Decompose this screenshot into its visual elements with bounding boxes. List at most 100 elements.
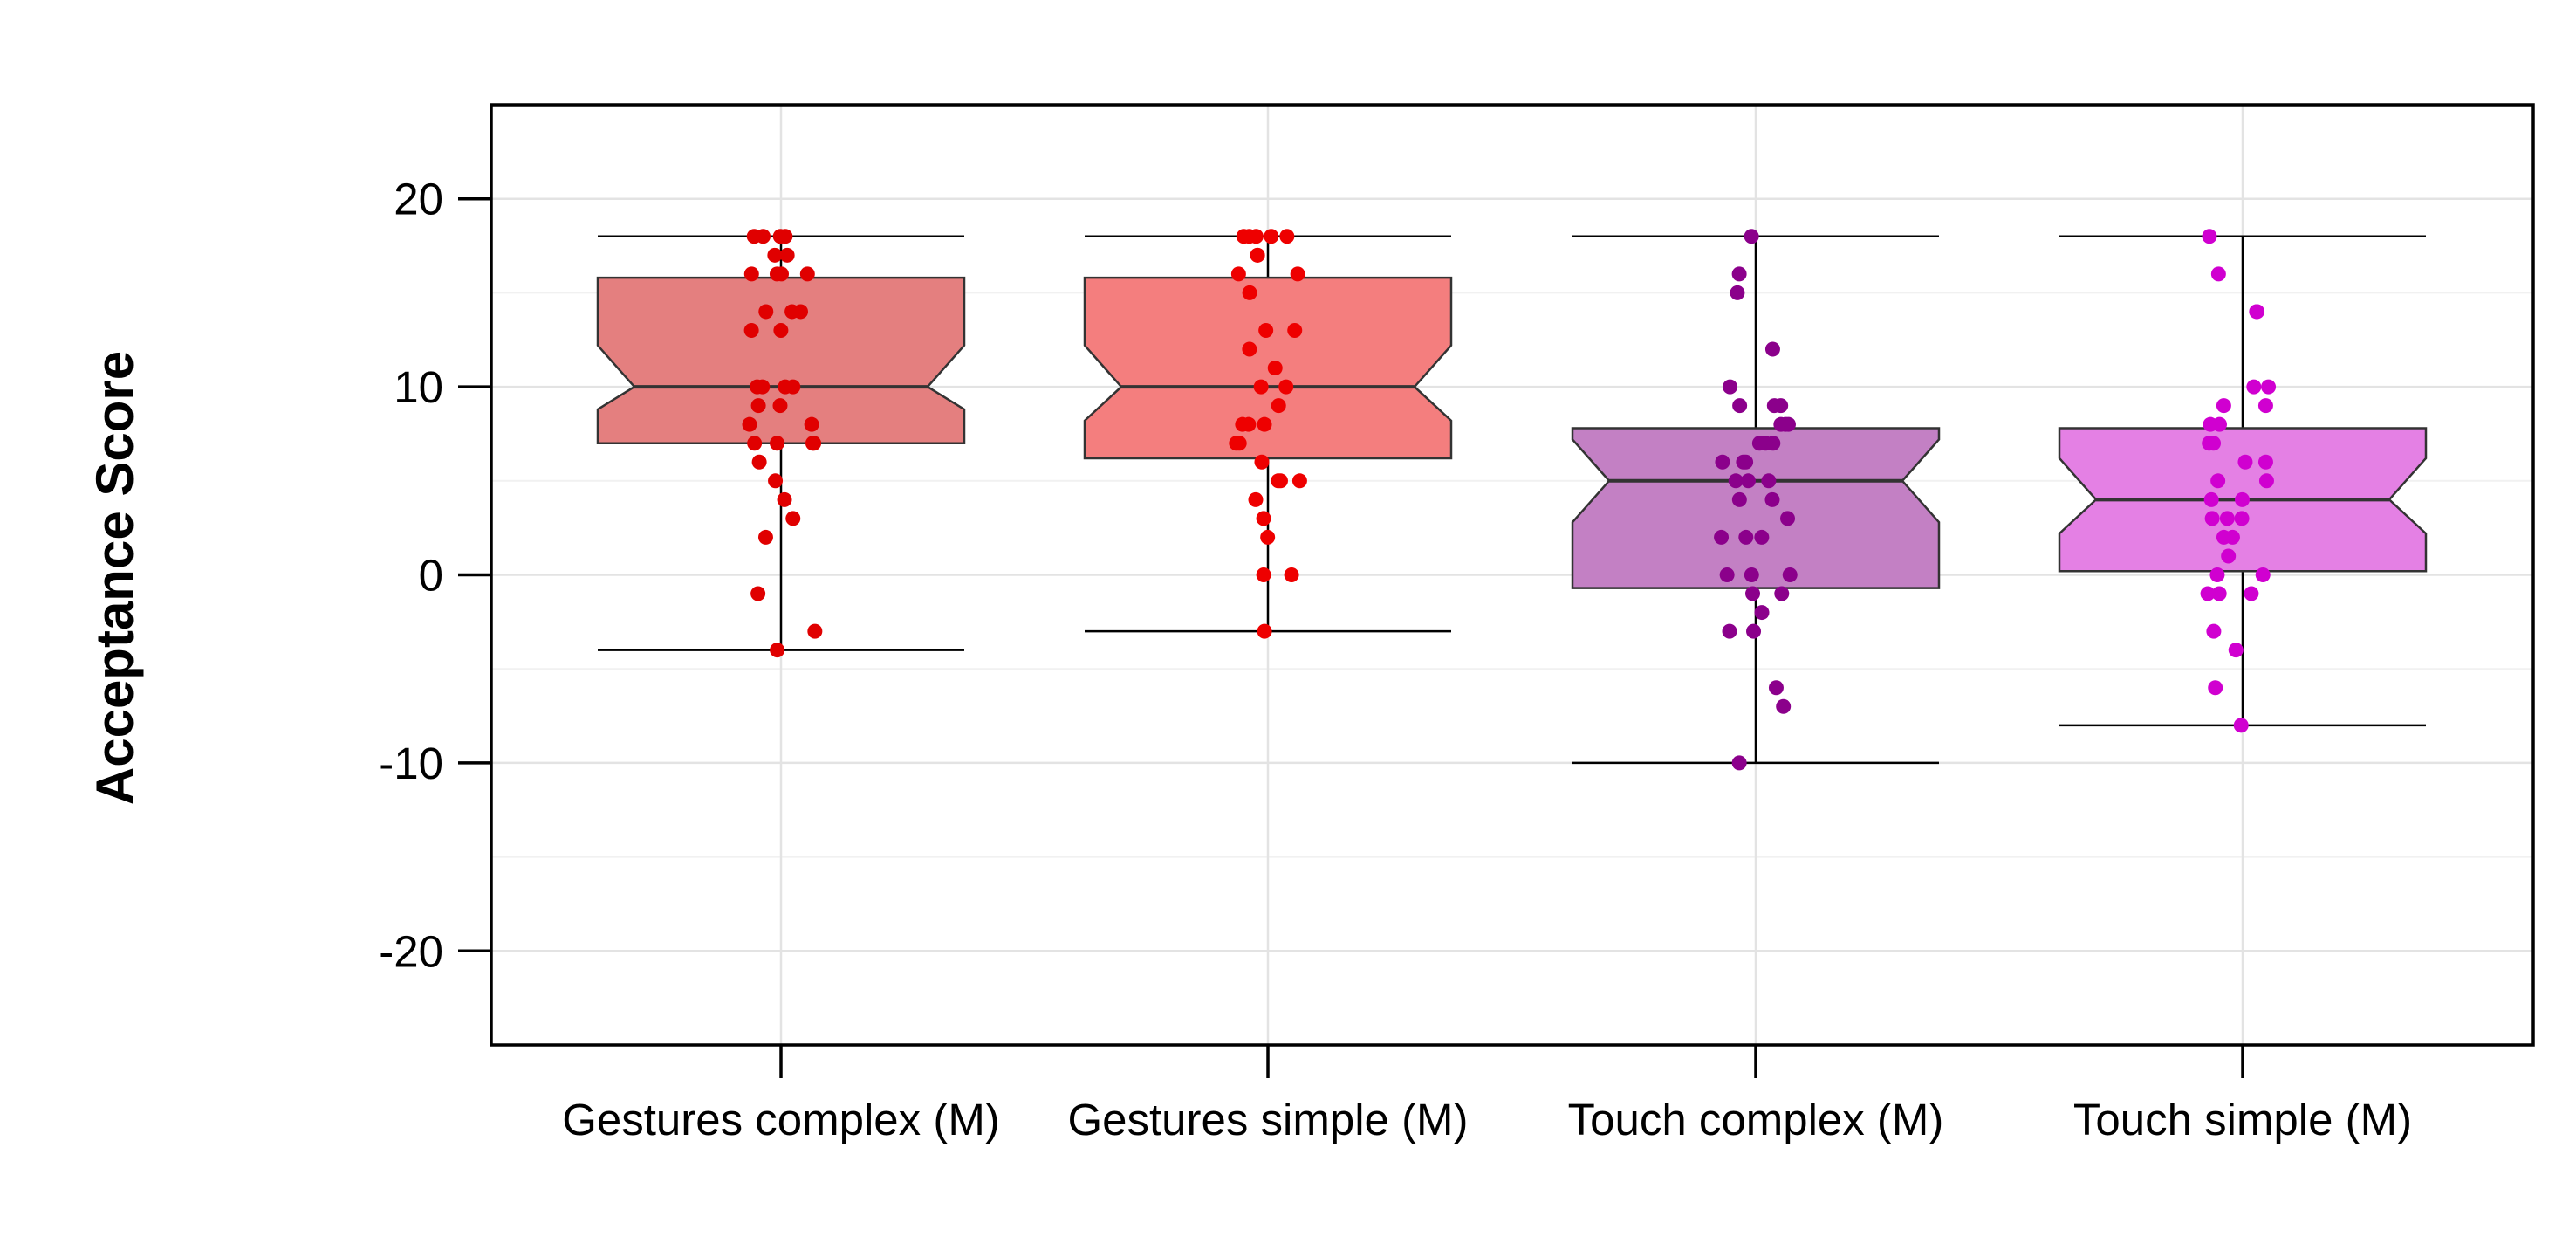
data-point xyxy=(2261,379,2277,395)
data-point xyxy=(1754,529,1770,545)
data-point xyxy=(2210,473,2226,489)
x-tick-label: Touch simple (M) xyxy=(2073,1095,2412,1144)
data-point xyxy=(2255,567,2271,582)
data-point xyxy=(1271,398,1286,414)
data-point xyxy=(1754,605,1770,621)
data-point xyxy=(1256,567,1271,582)
data-point xyxy=(1229,436,1244,451)
data-point xyxy=(1782,567,1798,582)
y-tick-label: 10 xyxy=(394,362,443,412)
data-point xyxy=(779,247,795,263)
data-point xyxy=(1780,511,1796,526)
data-point xyxy=(770,436,785,451)
data-point xyxy=(1774,586,1790,601)
data-point xyxy=(2203,416,2218,432)
data-point xyxy=(1761,473,1777,489)
data-point xyxy=(2258,473,2274,489)
data-point xyxy=(2235,491,2251,507)
data-point xyxy=(1242,341,1257,357)
data-point xyxy=(756,229,771,244)
data-point xyxy=(1278,379,1294,395)
data-point xyxy=(2228,643,2244,658)
data-point xyxy=(785,511,801,526)
data-point xyxy=(807,623,823,639)
data-point xyxy=(2203,491,2219,507)
data-point xyxy=(1746,623,1762,639)
data-point xyxy=(1751,436,1767,451)
data-point xyxy=(1731,755,1747,771)
data-point xyxy=(743,322,759,338)
box-group xyxy=(596,235,966,651)
data-point xyxy=(1257,416,1272,432)
data-point xyxy=(2200,586,2216,601)
data-point xyxy=(1267,361,1283,376)
data-point xyxy=(1241,416,1257,432)
data-point xyxy=(1254,454,1270,470)
data-point xyxy=(750,398,766,414)
data-point xyxy=(750,379,765,395)
data-point xyxy=(1744,567,1759,582)
data-point xyxy=(1242,285,1257,300)
data-point xyxy=(1260,529,1276,545)
data-point xyxy=(2246,379,2262,395)
data-point xyxy=(774,266,790,282)
data-point xyxy=(2211,586,2227,601)
data-point xyxy=(1776,698,1792,714)
data-point xyxy=(1738,529,1754,545)
data-point xyxy=(767,247,783,263)
x-tick-label: Gestures complex (M) xyxy=(562,1095,1000,1144)
data-point xyxy=(758,304,774,320)
data-point xyxy=(1730,285,1745,300)
data-point xyxy=(2202,229,2217,244)
data-point xyxy=(1768,680,1784,696)
data-point xyxy=(1258,322,1274,338)
data-point xyxy=(750,586,766,601)
data-point xyxy=(1248,491,1264,507)
data-point xyxy=(770,643,785,658)
data-point xyxy=(1257,623,1272,639)
data-point xyxy=(778,229,793,244)
data-point xyxy=(757,529,773,545)
box-body xyxy=(596,276,966,444)
data-point xyxy=(1290,266,1305,282)
data-point xyxy=(804,416,819,432)
data-point xyxy=(1773,398,1789,414)
data-point xyxy=(742,416,757,432)
data-point xyxy=(2233,718,2249,733)
data-point xyxy=(1728,473,1744,489)
y-tick-label: -20 xyxy=(379,926,443,976)
data-point xyxy=(2257,454,2273,470)
data-point xyxy=(1731,491,1747,507)
data-point xyxy=(1740,473,1756,489)
y-tick-label: -10 xyxy=(379,739,443,788)
y-tick-label: 20 xyxy=(394,175,443,224)
data-point xyxy=(1722,623,1737,639)
data-point xyxy=(1764,491,1780,507)
data-point xyxy=(1764,341,1780,357)
data-point xyxy=(799,266,815,282)
data-point xyxy=(1284,567,1299,582)
data-point xyxy=(777,491,792,507)
data-point xyxy=(2216,398,2231,414)
data-point xyxy=(805,436,820,451)
data-point xyxy=(2202,436,2217,451)
data-point xyxy=(2244,586,2259,601)
data-point xyxy=(1230,266,1246,282)
data-point xyxy=(747,436,763,451)
jitter-points xyxy=(742,229,2277,771)
data-point xyxy=(1253,379,1269,395)
y-axis-title: Acceptance Score xyxy=(86,351,144,805)
x-tick-label: Gestures simple (M) xyxy=(1067,1095,1468,1144)
box-group xyxy=(1571,235,1941,765)
data-point xyxy=(1744,229,1759,244)
data-point xyxy=(773,322,789,338)
data-point xyxy=(784,304,800,320)
data-point xyxy=(1732,398,1748,414)
data-point xyxy=(2219,511,2235,526)
data-point xyxy=(2257,398,2273,414)
data-point xyxy=(1291,473,1307,489)
data-point xyxy=(772,398,788,414)
data-point xyxy=(1248,229,1264,244)
data-point xyxy=(2204,511,2220,526)
